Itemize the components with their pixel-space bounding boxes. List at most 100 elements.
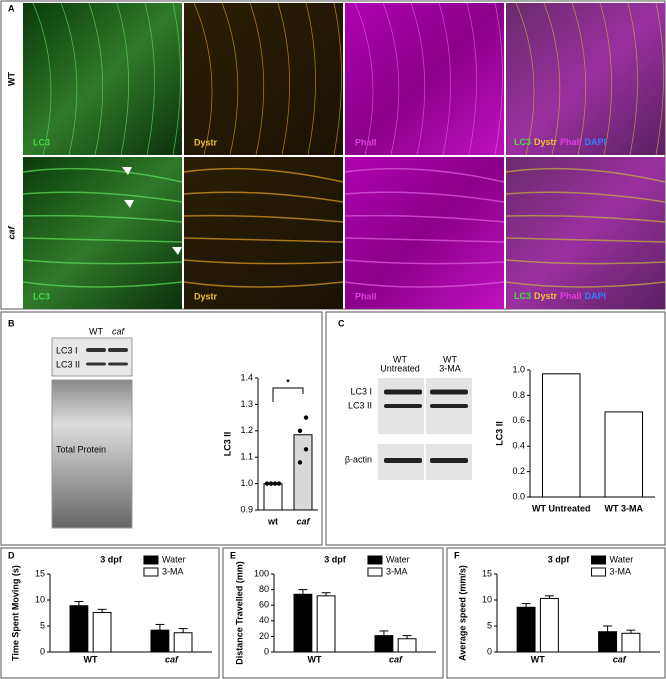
- fiber: [438, 2, 451, 156]
- fiber: [344, 259, 505, 265]
- y-tick-label: 1.2: [240, 425, 253, 435]
- y-tick-label: 15: [35, 568, 45, 578]
- micrograph: [506, 157, 665, 309]
- fiber: [344, 167, 505, 183]
- row-label: caf: [6, 225, 16, 239]
- merge-label: LC3 Dystr Phall DAPI: [514, 137, 606, 147]
- channel-label: Phall: [355, 291, 377, 301]
- legend-swatch: [367, 555, 383, 565]
- chart-title: 3 dpf: [100, 554, 123, 564]
- y-tick-label: 0.2: [512, 466, 525, 476]
- band: [384, 404, 422, 408]
- band-label: β-actin: [345, 454, 372, 464]
- merge-channel: LC3: [514, 137, 531, 147]
- y-axis-label: LC3 II: [222, 432, 232, 457]
- panel-b-frame: [0, 311, 323, 546]
- panel-d-frame: [0, 547, 220, 679]
- fiber: [354, 2, 374, 156]
- band: [430, 404, 468, 408]
- arrowhead: [122, 167, 132, 175]
- data-point: [303, 447, 309, 452]
- arrowhead: [124, 200, 134, 208]
- panel-label: F: [454, 550, 460, 560]
- lane-label: WT: [443, 354, 457, 364]
- y-tick-label: 0.6: [512, 415, 525, 425]
- bar: [621, 632, 641, 653]
- data-point: [297, 460, 303, 465]
- fiber: [505, 167, 666, 183]
- band: [384, 458, 422, 463]
- data-point: [297, 428, 303, 433]
- x-tick-label: caf: [613, 654, 627, 664]
- panel-c-frame: [325, 311, 666, 546]
- lane-label: Untreated: [380, 363, 420, 373]
- fiber: [183, 191, 344, 203]
- y-axis-label: Average speed (mm/s): [457, 565, 467, 661]
- chart-title: 3 dpf: [324, 554, 347, 564]
- y-tick-label: 1.0: [512, 364, 525, 374]
- y-tick-label: 20: [259, 631, 269, 641]
- fiber: [515, 2, 535, 156]
- micrograph: [23, 157, 182, 309]
- fiber: [505, 259, 666, 265]
- legend-label: Water: [610, 554, 634, 564]
- x-tick-label: WT: [84, 654, 98, 664]
- data-point: [268, 481, 274, 486]
- channel-label: Phall: [355, 137, 377, 147]
- legend-label: 3-MA: [386, 566, 408, 576]
- merge-channel: DAPI: [585, 137, 607, 147]
- y-tick-label: 60: [259, 600, 269, 610]
- fiber: [571, 2, 587, 156]
- fiber: [494, 2, 503, 156]
- panel-label: C: [338, 318, 345, 328]
- x-tick-label: WT: [531, 654, 545, 664]
- y-tick-label: 0.0: [512, 491, 525, 501]
- x-tick-label: caf: [389, 654, 403, 664]
- panel-f-frame: [446, 547, 666, 679]
- panel-e-frame: [222, 547, 444, 679]
- fiber: [183, 281, 344, 288]
- fiber: [655, 2, 664, 156]
- lane-label: WT: [89, 326, 103, 336]
- bar: [293, 434, 313, 511]
- fiber: [249, 2, 265, 156]
- channel-label: Dystr: [194, 291, 218, 301]
- fiber: [193, 2, 213, 156]
- fiber: [22, 191, 183, 203]
- data-point: [272, 481, 278, 486]
- fiber: [599, 2, 612, 156]
- y-tick-label: 100: [254, 568, 269, 578]
- merge-channel: Dystr: [534, 137, 558, 147]
- fiber: [144, 2, 155, 156]
- fiber: [88, 2, 104, 156]
- band: [86, 348, 106, 352]
- legend-label: Water: [386, 554, 410, 564]
- fiber: [183, 167, 344, 183]
- bar: [150, 629, 170, 653]
- bar: [263, 483, 283, 511]
- band: [430, 458, 468, 463]
- fiber: [60, 2, 78, 156]
- y-tick-label: 1.3: [240, 399, 253, 409]
- y-tick-label: 5: [40, 620, 45, 630]
- y-axis-label: Distance Travelled (mm): [234, 561, 244, 665]
- band-label: LC3 II: [348, 400, 372, 410]
- fiber: [22, 167, 183, 183]
- band: [384, 389, 422, 395]
- band: [86, 362, 106, 366]
- y-tick-label: 1.4: [240, 372, 253, 382]
- merge-channel: Dystr: [534, 291, 558, 301]
- fiber: [116, 2, 129, 156]
- significance-bracket: [272, 387, 304, 402]
- merge-label: LC3 Dystr Phall DAPI: [514, 291, 606, 301]
- y-tick-label: 15: [482, 568, 492, 578]
- legend-swatch: [143, 567, 159, 577]
- arrowhead: [172, 247, 182, 255]
- lane-label: caf: [112, 326, 126, 336]
- fiber: [410, 2, 426, 156]
- loading-label: Total Protein: [56, 444, 106, 454]
- fiber: [627, 2, 638, 156]
- lane-label: WT: [393, 354, 407, 364]
- channel-label: Dystr: [194, 137, 218, 147]
